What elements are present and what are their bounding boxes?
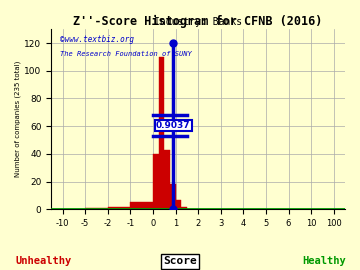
Bar (85, 208, 108, 209)
Bar (153, 154, 159, 209)
Text: The Research Foundation of SUNY: The Research Foundation of SUNY (60, 51, 192, 57)
Text: ©www.textbiz.org: ©www.textbiz.org (60, 35, 134, 44)
Text: Industry: Banks: Industry: Banks (154, 16, 242, 26)
Bar (164, 150, 170, 209)
Title: Z''-Score Histogram for CFNB (2016): Z''-Score Histogram for CFNB (2016) (73, 15, 323, 28)
Text: Unhealthy: Unhealthy (15, 256, 71, 266)
Bar (176, 200, 181, 209)
Text: 0.9037: 0.9037 (156, 121, 191, 130)
Bar (170, 184, 176, 209)
Y-axis label: Number of companies (235 total): Number of companies (235 total) (15, 61, 22, 177)
Text: Healthy: Healthy (302, 256, 346, 266)
Bar (130, 202, 153, 209)
Bar (181, 207, 187, 209)
Bar (108, 207, 130, 209)
Bar (159, 57, 164, 209)
Text: Score: Score (163, 256, 197, 266)
